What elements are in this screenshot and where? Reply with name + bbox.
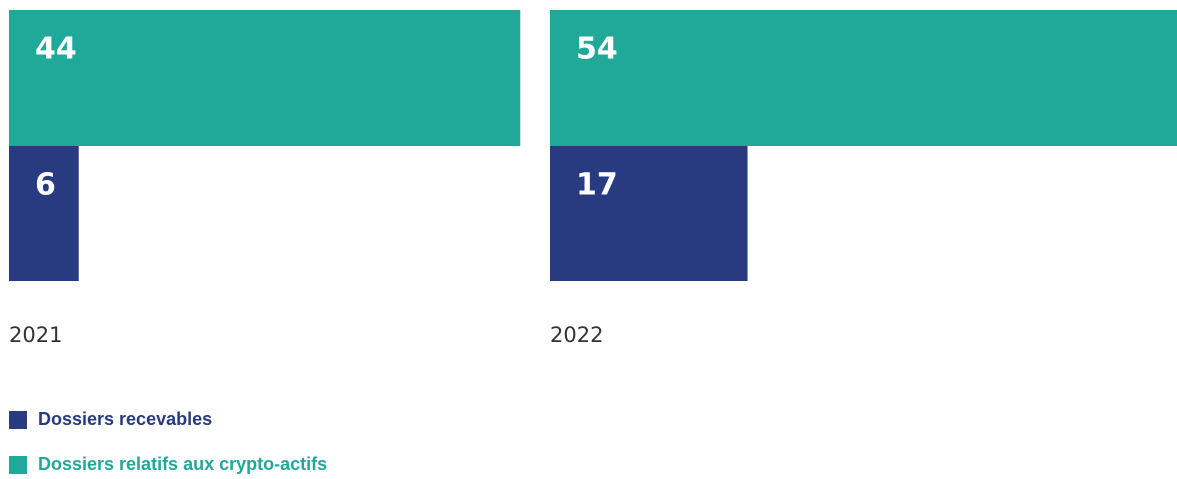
category-label: 2021	[9, 323, 62, 347]
category-label: 2022	[550, 323, 603, 347]
legend-label: Dossiers recevables	[38, 409, 212, 429]
data-label: 6	[35, 168, 56, 203]
data-label: 54	[576, 32, 618, 67]
legend-swatch	[9, 411, 27, 429]
bar	[9, 10, 521, 146]
data-label: 44	[35, 32, 77, 67]
data-label: 17	[576, 168, 618, 203]
bar	[550, 10, 1177, 146]
legend-label: Dossiers relatifs aux crypto-actifs	[38, 454, 327, 474]
bar	[9, 146, 79, 281]
legend-swatch	[9, 456, 27, 474]
bar	[550, 146, 748, 281]
